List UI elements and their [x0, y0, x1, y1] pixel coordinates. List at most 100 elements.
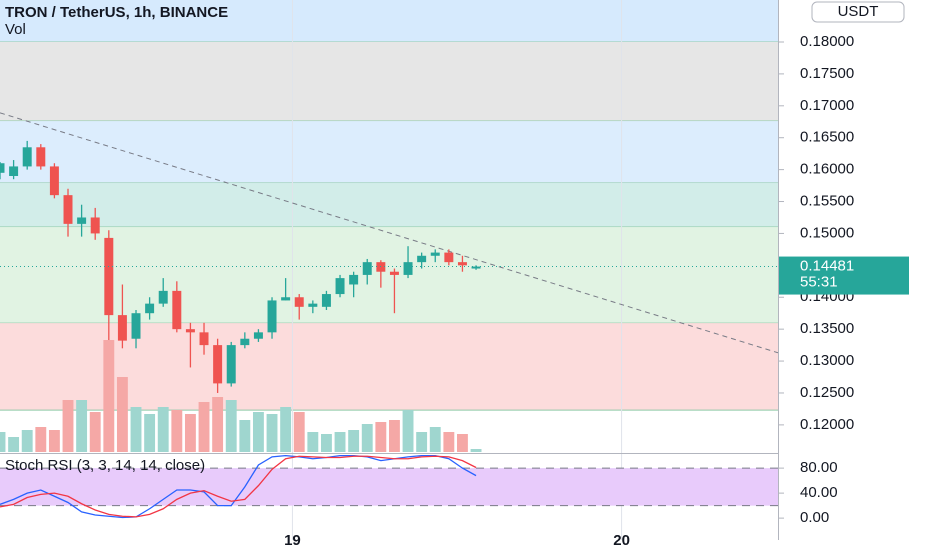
volume-bar — [62, 400, 74, 452]
candle-body — [36, 147, 46, 167]
candle-body — [213, 345, 223, 384]
y-tick-label: 40.00 — [800, 484, 838, 501]
x-tick-label: 19 — [284, 532, 301, 549]
volume-bar — [198, 402, 210, 452]
candle-body — [444, 252, 454, 263]
y-tick-label: 0.17000 — [800, 97, 854, 114]
volume-bar — [35, 427, 47, 452]
candle-body — [362, 262, 372, 275]
y-tick-label: 0.16500 — [800, 129, 854, 146]
volume-bar — [48, 430, 60, 452]
volume-bar — [144, 414, 156, 452]
volume-bar — [184, 414, 196, 452]
candle-body — [457, 262, 467, 266]
candle-body — [389, 271, 399, 275]
candle-body — [185, 329, 195, 333]
y-tick-label: 0.15500 — [800, 192, 854, 209]
x-tick-label: 20 — [613, 532, 630, 549]
volume-bar — [320, 434, 332, 452]
candle-body — [117, 315, 127, 341]
volume-bar — [116, 377, 128, 452]
volume-bar — [239, 420, 251, 452]
volume-bar — [429, 427, 441, 452]
candle-body — [335, 278, 345, 295]
volume-bar — [157, 407, 169, 452]
candle-body — [240, 338, 250, 346]
volume-bar — [416, 432, 428, 452]
volume-bar — [470, 449, 482, 452]
y-tick-label: 0.12500 — [800, 384, 854, 401]
candle-body — [77, 217, 87, 224]
candle-body — [104, 237, 114, 316]
volume-bar — [8, 437, 20, 452]
countdown-label: 55:31 — [800, 274, 838, 291]
candle-body — [63, 195, 73, 224]
y-tick-label: 0.12000 — [800, 416, 854, 433]
price-zone — [0, 227, 778, 324]
trendline — [0, 112, 778, 354]
volume-bar — [130, 407, 142, 452]
candle-body — [226, 345, 236, 384]
chart-title: TRON / TetherUS, 1h, BINANCE — [5, 4, 228, 21]
candle-body — [49, 166, 59, 196]
currency[interactable]: USDT — [838, 3, 879, 20]
y-tick-label: 0.00 — [800, 509, 829, 526]
candle-body — [90, 217, 100, 234]
volume-bar — [225, 400, 237, 452]
price-zone — [0, 323, 778, 411]
candle-body — [349, 274, 359, 285]
stoch-band — [0, 468, 778, 506]
volume-bar — [348, 430, 360, 452]
candle-body — [267, 300, 277, 333]
price-zone — [0, 41, 778, 122]
volume-bar — [375, 422, 387, 452]
volume-bar — [266, 414, 278, 452]
volume-bar — [334, 432, 346, 452]
volume-bar — [457, 434, 468, 452]
candle-body — [321, 294, 331, 307]
candle-body — [0, 163, 5, 173]
y-tick-label: 0.15000 — [800, 224, 854, 241]
candle-body — [131, 313, 141, 339]
candle-body — [22, 147, 32, 167]
volume-bar — [76, 400, 88, 452]
volume-label: Vol — [5, 21, 26, 38]
last-price-label: 0.14481 — [800, 258, 854, 275]
volume-bar — [293, 412, 305, 452]
candle-body — [253, 332, 263, 339]
y-tick-label: 0.13000 — [800, 352, 854, 369]
price-zone — [0, 183, 778, 228]
volume-bar — [443, 432, 455, 452]
candle-body — [430, 252, 440, 256]
candle-body — [199, 332, 209, 346]
candle-body — [145, 303, 155, 314]
stoch-label: Stoch RSI (3, 3, 14, 14, close) — [5, 457, 205, 474]
y-tick-label: 80.00 — [800, 459, 838, 476]
price-zone — [0, 121, 778, 184]
volume-bar — [0, 432, 6, 452]
y-tick-label: 0.18000 — [800, 33, 854, 50]
volume-bar — [89, 412, 101, 452]
volume-bar — [103, 340, 115, 452]
volume-bar — [402, 410, 414, 452]
currency-button[interactable] — [811, 1, 905, 23]
volume-bar — [280, 407, 292, 452]
candle-body — [308, 303, 318, 307]
candle-body — [294, 297, 304, 307]
stoch-line — [0, 455, 477, 518]
price-zone — [0, 0, 778, 42]
y-tick-label: 0.13500 — [800, 320, 854, 337]
y-tick-label: 0.16000 — [800, 161, 854, 178]
volume-bar — [252, 412, 264, 452]
candle-body — [9, 166, 19, 177]
volume-bar — [389, 420, 400, 452]
candle-body — [158, 290, 168, 304]
candle-body — [281, 297, 291, 301]
candle-body — [417, 255, 427, 263]
volume-bar — [21, 430, 33, 452]
y-tick-label: 0.17500 — [800, 65, 854, 82]
last-price-box — [779, 256, 909, 295]
candle-body — [172, 290, 182, 330]
volume-bar — [212, 397, 224, 452]
